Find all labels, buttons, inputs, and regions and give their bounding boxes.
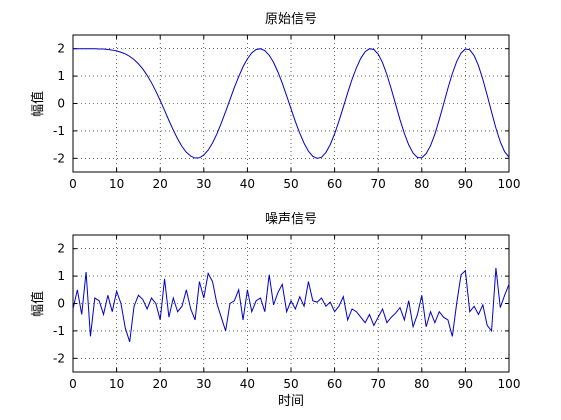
y-tick-label: -1 (53, 324, 65, 338)
x-tick-label: 20 (153, 377, 168, 391)
axis-ticks: 0 10 20 30 40 50 60 70 80 90 100 -2 -1 0 1 2 (53, 35, 520, 191)
grid-lines (73, 235, 509, 372)
series-line (73, 48, 510, 159)
axis-ticks: 0 10 20 30 40 50 60 70 80 90 100 -2 -1 0 1 2 (53, 235, 520, 391)
chart-title: 噪声信号 (265, 212, 317, 227)
x-tick-label: 100 (498, 177, 521, 191)
y-axis-label: 幅值 (30, 91, 46, 117)
x-tick-label: 10 (109, 377, 124, 391)
x-tick-label: 50 (283, 177, 298, 191)
x-tick-label: 90 (458, 377, 473, 391)
y-tick-label: 2 (57, 242, 65, 256)
y-tick-label: 1 (57, 269, 65, 283)
x-tick-label: 10 (109, 177, 124, 191)
chart-title: 原始信号 (265, 12, 317, 27)
x-tick-label: 40 (240, 377, 255, 391)
x-tick-label: 80 (414, 377, 429, 391)
x-tick-label: 50 (283, 377, 298, 391)
x-tick-label: 70 (371, 177, 386, 191)
x-tick-label: 40 (240, 177, 255, 191)
x-tick-label: 90 (458, 177, 473, 191)
y-tick-label: 1 (57, 69, 65, 83)
x-tick-label: 60 (327, 377, 342, 391)
grid-lines (73, 35, 509, 172)
y-tick-label: -1 (53, 124, 65, 138)
x-tick-label: 70 (371, 377, 386, 391)
y-tick-label: -2 (53, 151, 65, 165)
x-tick-label: 30 (196, 377, 211, 391)
y-tick-label: 2 (57, 42, 65, 56)
y-tick-label: -2 (53, 351, 65, 365)
x-tick-label: 0 (69, 177, 77, 191)
y-tick-label: 0 (57, 297, 65, 311)
subplot-noisy-signal: 0 10 20 30 40 50 60 70 80 90 100 -2 -1 0 1 2 噪声信号 幅值 时间 (30, 212, 520, 409)
subplot-original-signal: 0 10 20 30 40 50 60 70 80 90 100 -2 -1 0 1 2 原始信号 幅值 (30, 12, 520, 191)
x-tick-label: 30 (196, 177, 211, 191)
x-axis-label: 时间 (278, 394, 304, 409)
y-axis-label: 幅值 (30, 291, 46, 317)
x-tick-label: 100 (498, 377, 521, 391)
y-tick-label: 0 (57, 97, 65, 111)
x-tick-label: 20 (153, 177, 168, 191)
x-tick-label: 0 (69, 377, 77, 391)
x-tick-label: 60 (327, 177, 342, 191)
series-line (72, 267, 510, 343)
x-tick-label: 80 (414, 177, 429, 191)
